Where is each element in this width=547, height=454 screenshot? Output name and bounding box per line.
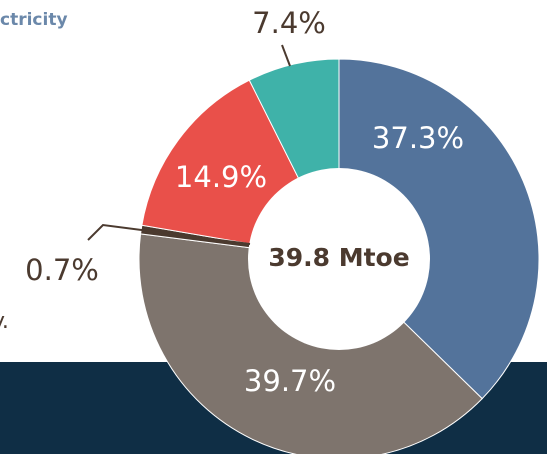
header-fragment: ctricity: [0, 10, 68, 30]
data-label: 7.4%: [252, 6, 326, 40]
leader-line: [281, 44, 291, 67]
data-label: 37.3%: [372, 121, 464, 155]
data-label: 0.7%: [25, 253, 99, 287]
data-label: 14.9%: [175, 160, 267, 194]
side-fragment: y.: [0, 309, 9, 334]
donut-hole: [248, 168, 430, 350]
donut-slice: [338, 58, 540, 400]
center-label: 39.8 Mtoe: [268, 243, 409, 272]
data-label: 39.7%: [244, 364, 336, 398]
leader-line: [87, 223, 251, 245]
